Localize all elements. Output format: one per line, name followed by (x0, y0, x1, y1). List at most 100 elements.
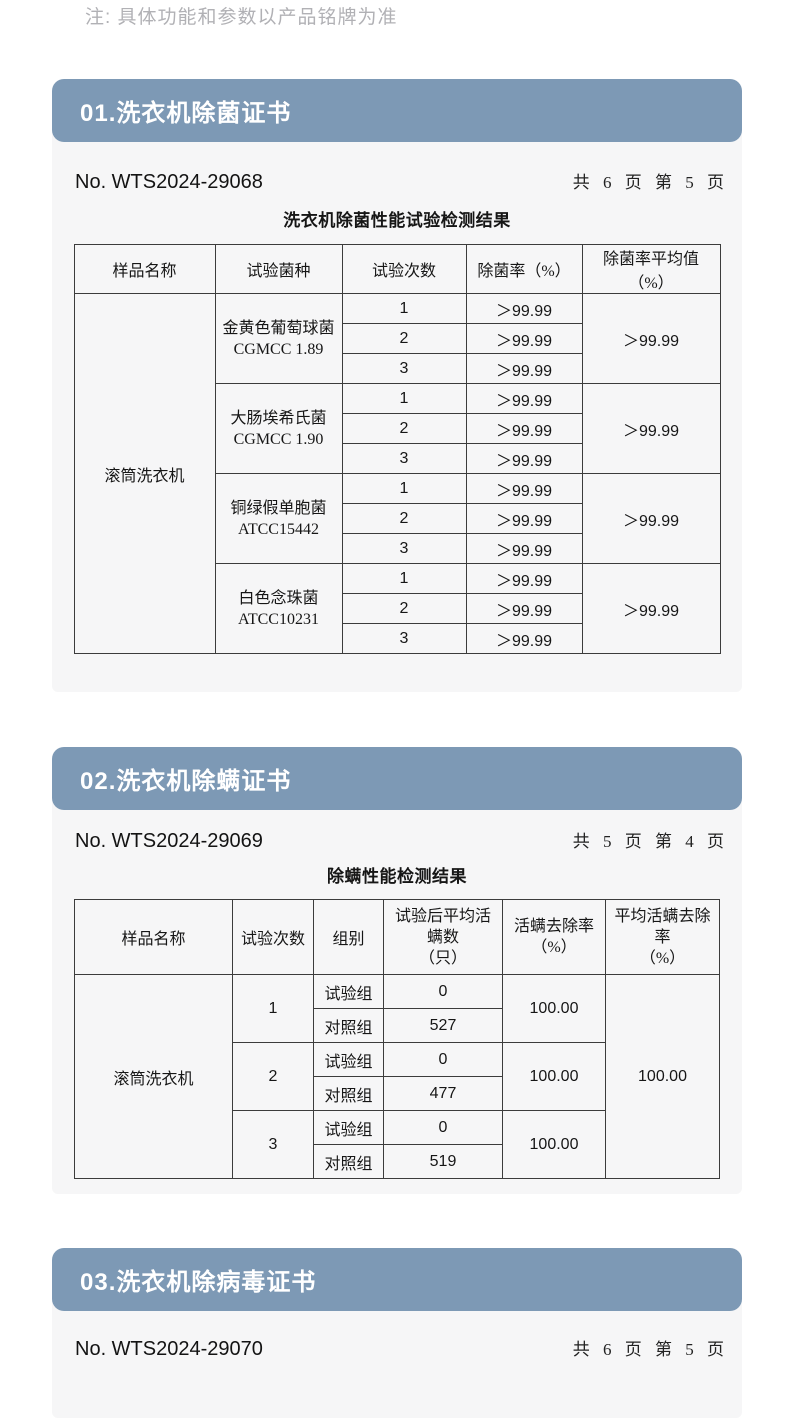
t1-rate-cell: ＞99.99 (465, 353, 583, 384)
table-row: 2 ＞99.99 (74, 593, 720, 624)
section1-title: 01.洗衣机除菌证书 (80, 100, 292, 127)
t1-rate-cell: ＞99.99 (465, 473, 583, 504)
t1-rate-cell: ＞99.99 (465, 383, 583, 414)
t2-test-no-cell: 2 (232, 1042, 314, 1111)
t2-count-cell: 519 (383, 1144, 503, 1179)
t2-header-sample: 样品名称 (74, 899, 233, 975)
section2-doc-row: No. WTS2024-29069 共 5 页 第 4 页 (52, 810, 742, 853)
t1-rate-cell: ＞99.99 (465, 503, 583, 534)
t1-test-no-cell: 3 (341, 443, 467, 474)
t2-count-cell: 0 (383, 1110, 503, 1145)
t2-removal-cell: 100.00 (502, 1042, 606, 1111)
table-row: 3 ＞99.99 (74, 353, 720, 384)
section3-page-info: 共 6 页 第 5 页 (572, 1340, 725, 1359)
t1-test-no-cell: 3 (341, 623, 467, 654)
section-sterilization-certificate: 01.洗衣机除菌证书 No. WTS2024-29068 共 6 页 第 5 页… (52, 79, 742, 692)
t1-test-no-cell: 1 (341, 293, 467, 324)
t1-test-no-cell: 2 (341, 323, 467, 354)
section2-title: 02.洗衣机除螨证书 (80, 768, 292, 795)
section1-doc-number: No. WTS2024-29068 (75, 171, 263, 193)
t1-rate-cell: ＞99.99 (465, 293, 583, 324)
section2-table-title: 除螨性能检测结果 (327, 867, 467, 886)
t1-test-no-cell: 2 (341, 593, 467, 624)
t1-test-no-cell: 2 (341, 413, 467, 444)
t2-header-test-no: 试验次数 (232, 899, 314, 975)
t2-avg-cell: 100.00 (605, 974, 720, 1179)
t1-sample-cell: 滚筒洗衣机 (73, 293, 216, 654)
table-row: 3 ＞99.99 (74, 623, 720, 654)
t1-test-no-cell: 1 (341, 563, 467, 594)
section-mite-removal-certificate: 02.洗衣机除螨证书 No. WTS2024-29069 共 5 页 第 4 页… (52, 747, 742, 1194)
table-row: 滚筒洗衣机 1 试验组 0 100.00 100.00 (74, 974, 720, 1179)
t1-strain-cell: 铜绿假单胞菌 ATCC15442 (214, 473, 343, 564)
t1-avg-cell: ＞99.99 (581, 383, 721, 474)
section-virus-removal-certificate: 03.洗衣机除病毒证书 No. WTS2024-29070 共 6 页 第 5 … (52, 1248, 742, 1418)
section1-table-title: 洗衣机除菌性能试验检测结果 (283, 211, 511, 230)
t1-test-no-cell: 1 (341, 473, 467, 504)
section2-doc-number: No. WTS2024-29069 (75, 830, 263, 852)
t2-header-removal-rate: 活螨去除率 （%） (502, 899, 606, 975)
t1-header-sample: 样品名称 (73, 244, 216, 294)
t1-rate-cell: ＞99.99 (465, 563, 583, 594)
t1-header-rate: 除菌率（%） (465, 244, 583, 294)
t2-count-cell: 527 (383, 1008, 503, 1043)
table-row: 对照组 527 (75, 1008, 720, 1043)
table-row: 对照组 477 (75, 1076, 720, 1111)
t2-removal-cell: 100.00 (502, 1110, 606, 1179)
t1-test-no-cell: 1 (341, 383, 467, 414)
t1-rate-cell: ＞99.99 (465, 623, 583, 654)
t1-test-no-cell: 3 (341, 533, 467, 564)
t2-test-no-cell: 3 (232, 1110, 314, 1179)
t1-rate-cell: ＞99.99 (465, 323, 583, 354)
t1-strain-cell: 金黄色葡萄球菌 CGMCC 1.89 (214, 293, 343, 384)
t1-test-no-cell: 3 (341, 353, 467, 384)
t1-rate-cell: ＞99.99 (465, 593, 583, 624)
sterilization-results-table: 样品名称 试验菌种 试验次数 除菌率（%） 除菌率平均值（%） 滚筒洗衣机 金黄… (73, 244, 721, 654)
t1-rate-cell: ＞99.99 (465, 443, 583, 474)
t2-count-cell: 0 (383, 1042, 503, 1077)
t2-sample-cell: 滚筒洗衣机 (74, 974, 233, 1179)
t1-test-no-cell: 2 (341, 503, 467, 534)
t1-avg-cell: ＞99.99 (581, 293, 721, 384)
section3-doc-row: No. WTS2024-29070 共 6 页 第 5 页 (52, 1311, 742, 1361)
section1-page-info: 共 6 页 第 5 页 (572, 173, 725, 192)
t2-group-cell: 试验组 (313, 974, 384, 1009)
t1-avg-cell: ＞99.99 (581, 563, 721, 654)
table-row: 对照组 519 (75, 1144, 720, 1179)
t2-header-avg-removal-rate: 平均活螨去除 率 （%） (605, 899, 720, 975)
t2-group-cell: 对照组 (313, 1144, 384, 1179)
table-row: 2 ＞99.99 (74, 413, 720, 444)
t2-group-cell: 试验组 (313, 1042, 384, 1077)
t1-rate-cell: ＞99.99 (465, 533, 583, 564)
section1-heading-band: 01.洗衣机除菌证书 (52, 79, 742, 142)
section3-doc-number: No. WTS2024-29070 (75, 1338, 263, 1360)
table-row: 白色念珠菌 ATCC10231 1 ＞99.99 ＞99.99 (74, 563, 721, 654)
t2-group-cell: 试验组 (313, 1110, 384, 1145)
disclaimer-note: 注: 具体功能和参数以产品铭牌为准 (85, 7, 398, 28)
section2-page-info: 共 5 页 第 4 页 (572, 832, 725, 851)
t2-test-no-cell: 1 (232, 974, 314, 1043)
t1-header-strain: 试验菌种 (214, 244, 343, 294)
table-row: 铜绿假单胞菌 ATCC15442 1 ＞99.99 ＞99.99 (74, 473, 721, 564)
table-row: 2 ＞99.99 (74, 503, 720, 534)
table-row: 滚筒洗衣机 金黄色葡萄球菌 CGMCC 1.89 1 ＞99.99 ＞99.99 (73, 293, 721, 654)
t2-removal-cell: 100.00 (502, 974, 606, 1043)
t1-strain-cell: 大肠埃希氏菌 CGMCC 1.90 (214, 383, 343, 474)
t2-header-group: 组别 (313, 899, 384, 975)
t1-strain-cell: 白色念珠菌 ATCC10231 (214, 563, 343, 654)
t1-rate-cell: ＞99.99 (465, 413, 583, 444)
t2-group-cell: 对照组 (313, 1076, 384, 1111)
section1-doc-row: No. WTS2024-29068 共 6 页 第 5 页 (52, 142, 742, 194)
section3-heading-band: 03.洗衣机除病毒证书 (52, 1248, 742, 1311)
t2-count-cell: 0 (383, 974, 503, 1009)
mite-removal-results-table: 样品名称 试验次数 组别 试验后平均活 螨数 （只） 活螨去除率 （%） 平均活… (74, 899, 720, 1179)
section3-title: 03.洗衣机除病毒证书 (80, 1269, 317, 1296)
t2-group-cell: 对照组 (313, 1008, 384, 1043)
t2-count-cell: 477 (383, 1076, 503, 1111)
t2-header-mite-count: 试验后平均活 螨数 （只） (383, 899, 503, 975)
table-row: 大肠埃希氏菌 CGMCC 1.90 1 ＞99.99 ＞99.99 (74, 383, 721, 474)
table-row: 3 ＞99.99 (74, 443, 720, 474)
t1-header-avg-rate: 除菌率平均值（%） (581, 244, 721, 294)
t1-header-test-no: 试验次数 (341, 244, 467, 294)
t1-avg-cell: ＞99.99 (581, 473, 721, 564)
